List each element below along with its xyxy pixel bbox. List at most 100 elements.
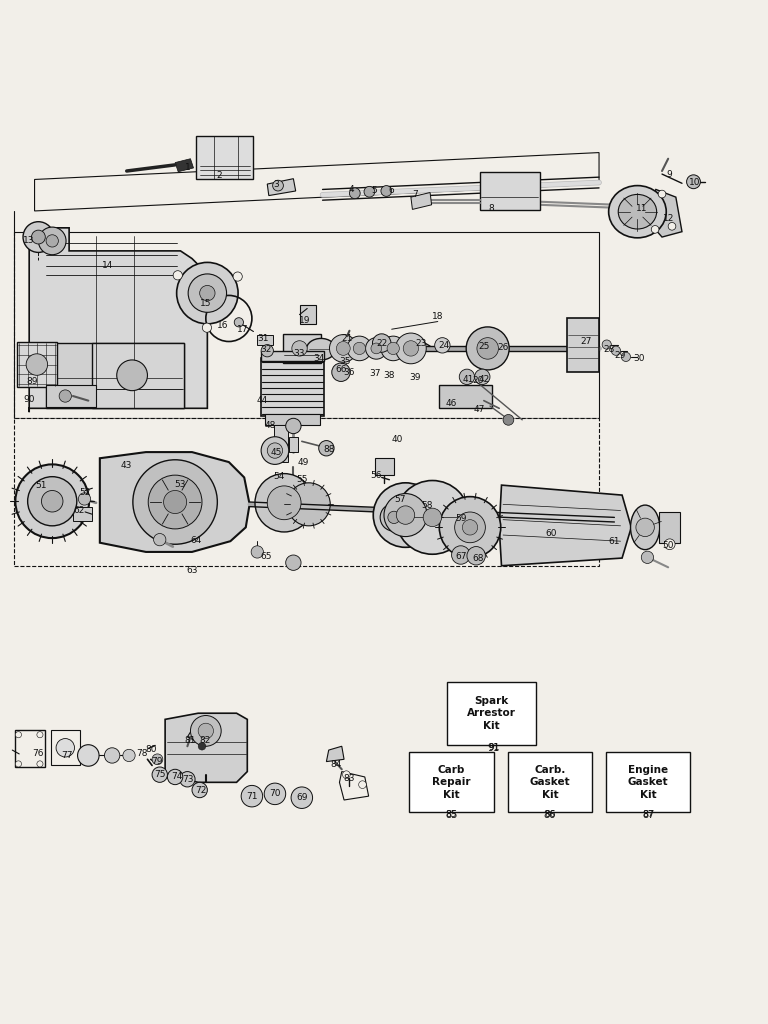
Text: 68: 68 — [472, 554, 483, 562]
Bar — [17, 342, 57, 387]
Text: 39: 39 — [409, 373, 420, 382]
Bar — [409, 753, 494, 812]
Text: 83: 83 — [344, 774, 355, 783]
Circle shape — [475, 370, 490, 384]
Circle shape — [381, 336, 406, 360]
Circle shape — [133, 460, 217, 545]
Circle shape — [177, 262, 238, 324]
Polygon shape — [175, 159, 194, 172]
Text: 64: 64 — [190, 536, 201, 545]
Text: 41: 41 — [463, 375, 474, 384]
Circle shape — [467, 547, 485, 565]
Circle shape — [154, 534, 166, 546]
Bar — [196, 136, 253, 178]
Circle shape — [38, 227, 66, 255]
Ellipse shape — [396, 488, 469, 546]
Circle shape — [261, 437, 289, 465]
Bar — [51, 730, 80, 766]
Circle shape — [462, 520, 478, 535]
Text: 36: 36 — [343, 369, 354, 378]
Text: 87: 87 — [642, 810, 654, 819]
Circle shape — [78, 493, 91, 505]
Circle shape — [198, 742, 206, 750]
Text: 14: 14 — [102, 261, 113, 270]
Circle shape — [241, 785, 263, 807]
Text: 26: 26 — [498, 343, 508, 352]
Circle shape — [687, 175, 700, 188]
Circle shape — [267, 443, 283, 459]
Text: 25: 25 — [478, 342, 489, 350]
Text: 46: 46 — [445, 399, 456, 409]
Circle shape — [503, 415, 514, 425]
Circle shape — [459, 370, 475, 384]
Bar — [283, 334, 321, 364]
Circle shape — [366, 338, 387, 359]
Circle shape — [396, 506, 415, 524]
Circle shape — [423, 508, 442, 526]
Text: 30: 30 — [634, 354, 644, 362]
Text: 10: 10 — [690, 178, 700, 187]
Bar — [73, 508, 92, 521]
Circle shape — [332, 362, 350, 381]
Text: 11: 11 — [636, 204, 647, 213]
Text: 55: 55 — [296, 475, 307, 484]
Circle shape — [251, 546, 263, 558]
Circle shape — [602, 340, 611, 349]
Text: Engine
Gasket
Kit: Engine Gasket Kit — [628, 765, 668, 800]
Text: 57: 57 — [395, 496, 406, 504]
Circle shape — [636, 518, 654, 537]
Bar — [508, 753, 592, 812]
Text: 86: 86 — [544, 810, 556, 819]
Text: 28: 28 — [604, 345, 614, 353]
Circle shape — [658, 190, 666, 198]
Text: 49: 49 — [298, 458, 309, 467]
Circle shape — [373, 483, 438, 547]
Text: 91: 91 — [488, 743, 499, 753]
Circle shape — [28, 477, 77, 526]
Text: Carb
Repair
Kit: Carb Repair Kit — [432, 765, 471, 800]
Bar — [46, 385, 96, 407]
Text: 65: 65 — [261, 552, 272, 561]
Circle shape — [46, 234, 58, 247]
Circle shape — [26, 354, 48, 376]
Circle shape — [347, 336, 372, 360]
Text: 15: 15 — [200, 299, 211, 307]
Circle shape — [37, 761, 43, 767]
Circle shape — [371, 343, 382, 354]
Text: 86: 86 — [545, 810, 555, 819]
Text: 52: 52 — [79, 488, 90, 498]
Text: 87: 87 — [643, 810, 654, 819]
Text: 53: 53 — [175, 480, 186, 488]
Circle shape — [336, 341, 350, 355]
Text: 27: 27 — [581, 337, 591, 346]
Text: 19: 19 — [300, 316, 310, 326]
Circle shape — [234, 317, 243, 327]
Circle shape — [123, 750, 135, 762]
Circle shape — [15, 465, 89, 539]
Bar — [375, 459, 394, 475]
Text: 76: 76 — [33, 750, 44, 759]
Text: 7: 7 — [412, 189, 418, 199]
Circle shape — [359, 780, 366, 788]
Circle shape — [15, 731, 22, 737]
Circle shape — [372, 334, 391, 352]
Circle shape — [291, 786, 313, 809]
Text: 12: 12 — [663, 214, 674, 223]
Circle shape — [287, 482, 330, 526]
Polygon shape — [165, 713, 247, 782]
Text: 62: 62 — [74, 506, 84, 515]
Ellipse shape — [631, 505, 660, 550]
Text: 74: 74 — [171, 772, 182, 781]
Polygon shape — [29, 228, 207, 412]
Text: 47: 47 — [474, 406, 485, 415]
Text: 40: 40 — [392, 435, 402, 444]
Bar — [14, 418, 599, 565]
Circle shape — [364, 186, 375, 197]
Circle shape — [381, 185, 392, 197]
Text: 85: 85 — [446, 810, 457, 819]
Circle shape — [452, 546, 470, 564]
Circle shape — [664, 539, 675, 550]
Text: 6: 6 — [389, 186, 395, 196]
Circle shape — [384, 494, 427, 537]
Circle shape — [353, 342, 366, 354]
